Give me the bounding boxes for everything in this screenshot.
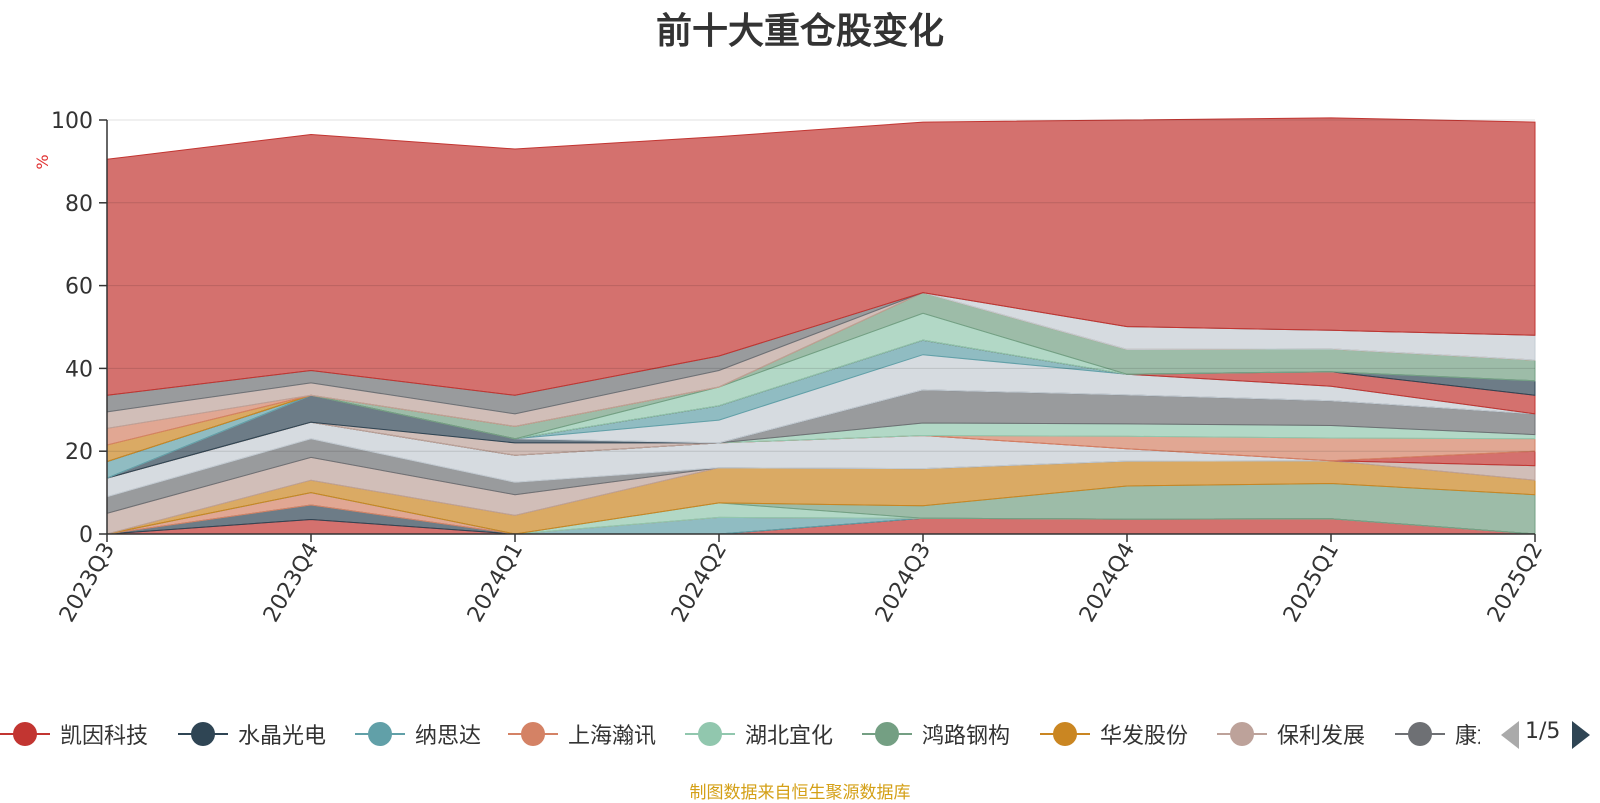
series-area-27[interactable] (106, 117, 1536, 396)
legend-prev-page-icon[interactable] (1501, 721, 1519, 749)
legend-label: 上海瀚讯 (568, 724, 657, 749)
legend-marker-icon (508, 719, 558, 749)
legend-marker-icon (0, 719, 50, 749)
legend-marker-icon (1040, 719, 1090, 749)
legend-item-1[interactable]: 水晶光电 (178, 716, 326, 752)
x-tick-label: 2024Q2 (667, 539, 732, 627)
legend-item-2[interactable]: 纳思达 (355, 716, 481, 752)
legend-item-4[interactable]: 湖北宜化 (685, 716, 833, 752)
gridlines (107, 119, 1535, 452)
legend-item-5[interactable]: 鸿路钢构 (862, 716, 1010, 752)
legend-item-7[interactable]: 保利发展 (1217, 716, 1365, 752)
legend-marker-icon (178, 719, 228, 749)
legend-label: 水晶光电 (238, 724, 327, 749)
legend-marker-icon (862, 719, 912, 749)
y-tick-label: 0 (79, 523, 93, 548)
x-tick-label: 2025Q2 (1483, 539, 1548, 627)
x-tick-label: 2024Q3 (871, 539, 936, 627)
y-tick-label: 20 (65, 440, 93, 465)
legend-marker-icon (1217, 719, 1267, 749)
legend-label: 纳思达 (415, 724, 482, 749)
legend-next-page-icon[interactable] (1572, 721, 1590, 749)
legend: 凯因科技 水晶光电 纳思达 上海瀚讯 湖北宜化 鸿路钢构 华发股份 保利发展 康龙化成 (0, 716, 1480, 756)
source-note: 制图数据来自恒生聚源数据库 (689, 783, 911, 803)
legend-marker-icon (1395, 719, 1445, 749)
legend-page-indicator: 1/5 (1525, 719, 1561, 744)
x-tick-label: 2024Q4 (1075, 539, 1140, 627)
legend-item-8[interactable]: 康龙化成 (1395, 716, 1480, 752)
series-areas (106, 117, 1536, 535)
legend-item-6[interactable]: 华发股份 (1040, 716, 1188, 752)
x-tick-label: 2024Q1 (463, 539, 528, 627)
legend-label: 鸿路钢构 (922, 724, 1011, 749)
y-tick-label: 40 (65, 357, 93, 382)
legend-label: 保利发展 (1277, 724, 1366, 749)
y-tick-label: 100 (51, 109, 93, 134)
legend-marker-icon (685, 719, 735, 749)
legend-label: 华发股份 (1100, 724, 1189, 749)
y-tick-label: 60 (65, 275, 93, 300)
y-tick-label: 80 (65, 192, 93, 217)
legend-pager: 1/5 (1495, 716, 1600, 752)
chart-plot: 0 20 40 60 80 100 2023Q3 2023Q4 2024Q1 2024Q2 2024… (33, 109, 1548, 627)
legend-item-0[interactable]: 凯因科技 (0, 716, 148, 752)
legend-label: 康龙化成 (1455, 724, 1480, 749)
chart-title: 前十大重仓股变化 (655, 11, 944, 52)
legend-item-3[interactable]: 上海瀚讯 (508, 716, 656, 752)
legend-label: 凯因科技 (60, 724, 149, 749)
x-tick-label: 2023Q3 (55, 539, 120, 627)
legend-label: 湖北宜化 (745, 724, 834, 749)
x-tick-label: 2023Q4 (259, 539, 324, 627)
x-tick-label: 2025Q1 (1279, 539, 1344, 627)
legend-marker-icon (355, 719, 405, 749)
y-axis-unit-label: % (33, 154, 52, 169)
